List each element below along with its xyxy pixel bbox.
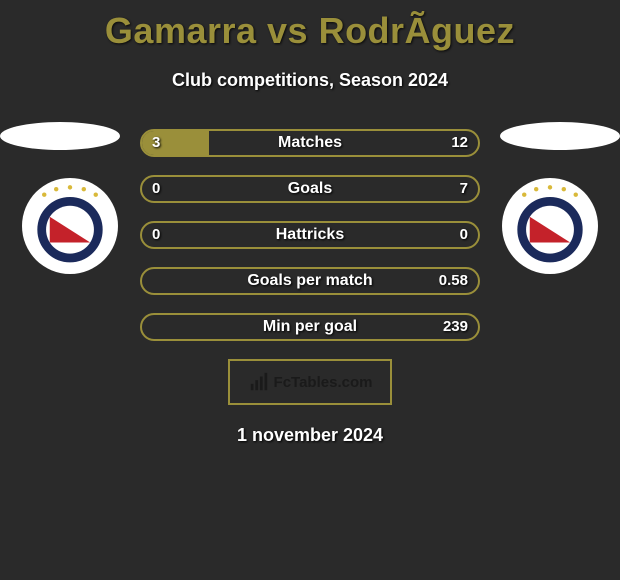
stat-label: Min per goal (142, 315, 478, 339)
club-badge-icon (504, 180, 596, 272)
comparison-subtitle: Club competitions, Season 2024 (0, 70, 620, 91)
stat-row-matches: 3 Matches 12 (140, 129, 480, 157)
comparison-title: Gamarra vs RodrÃ­guez (0, 0, 620, 52)
brand-attribution: FcTables.com (228, 359, 392, 405)
stat-label: Hattricks (142, 223, 478, 247)
stat-label: Matches (142, 131, 478, 155)
stat-right-value: 7 (460, 177, 468, 201)
stat-label: Goals (142, 177, 478, 201)
player-right-avatar (500, 122, 620, 150)
stat-right-value: 12 (451, 131, 468, 155)
chart-icon (248, 371, 270, 393)
stat-row-min-per-goal: Min per goal 239 (140, 313, 480, 341)
club-badge-icon (24, 180, 116, 272)
stat-row-hattricks: 0 Hattricks 0 (140, 221, 480, 249)
stat-right-value: 0 (460, 223, 468, 247)
player-left-avatar (0, 122, 120, 150)
stat-right-value: 239 (443, 315, 468, 339)
stat-label: Goals per match (142, 269, 478, 293)
stat-right-value: 0.58 (439, 269, 468, 293)
stat-row-goals-per-match: Goals per match 0.58 (140, 267, 480, 295)
player-right-club-badge (502, 178, 598, 274)
player-left-club-badge (22, 178, 118, 274)
brand-text: FcTables.com (274, 374, 373, 391)
comparison-date: 1 november 2024 (0, 425, 620, 446)
stat-row-goals: 0 Goals 7 (140, 175, 480, 203)
